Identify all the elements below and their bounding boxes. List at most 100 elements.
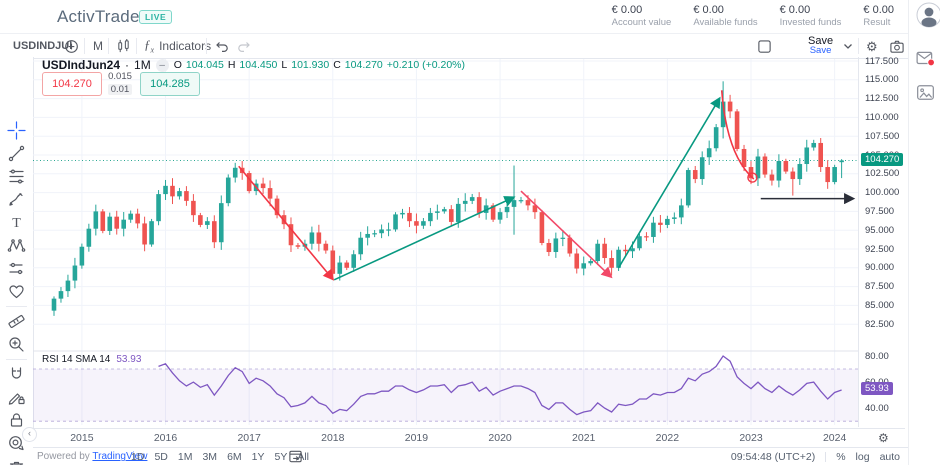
indicators-button[interactable]: ƒx Indicators bbox=[144, 34, 211, 58]
gallery-button[interactable] bbox=[916, 84, 935, 106]
lock-icon bbox=[10, 413, 23, 427]
year-label: 2015 bbox=[70, 432, 94, 444]
lock-all-tool[interactable] bbox=[7, 411, 26, 430]
range-button-1y[interactable]: 1Y bbox=[251, 451, 265, 463]
tradingview-attribution: Powered by TradingView bbox=[37, 451, 147, 462]
candle bbox=[86, 228, 92, 247]
range-button-1d[interactable]: 1D bbox=[131, 451, 145, 463]
candle bbox=[267, 188, 273, 199]
range-button-6m[interactable]: 6M bbox=[227, 451, 242, 463]
lot-size[interactable]: 0.01 bbox=[107, 84, 133, 95]
candle bbox=[692, 170, 698, 180]
candle bbox=[288, 224, 294, 246]
year-label: 2024 bbox=[822, 432, 847, 444]
price-axis-label: 117.500 bbox=[865, 55, 899, 67]
save-menu-button[interactable] bbox=[843, 34, 853, 58]
range-button-1m[interactable]: 1M bbox=[177, 451, 193, 463]
text-tool[interactable]: T bbox=[7, 213, 26, 232]
right-rail bbox=[908, 0, 940, 465]
price-axis[interactable]: 117.500115.000112.500110.000107.500105.0… bbox=[858, 55, 906, 427]
chart-drawings[interactable] bbox=[238, 90, 856, 281]
trend-line-tool[interactable] bbox=[7, 144, 26, 163]
snapshot-button[interactable] bbox=[889, 34, 905, 58]
rsi-label[interactable]: RSI 14 SMA 14 bbox=[42, 354, 111, 365]
brush-tool[interactable] bbox=[7, 190, 26, 209]
candle bbox=[435, 211, 440, 213]
magnet-tool[interactable] bbox=[7, 365, 26, 384]
candle bbox=[595, 243, 600, 262]
buy-button[interactable]: 104.285 bbox=[140, 72, 200, 96]
toolbar-divider bbox=[84, 38, 85, 54]
range-button-all[interactable]: All bbox=[297, 451, 310, 463]
collapse-legend-button[interactable]: – bbox=[155, 58, 169, 72]
fx-icon: ƒx bbox=[144, 37, 155, 55]
time-axis[interactable]: ⚙ 2015 2016 2017 2018 2019 2020 2021 2022 2023 20… bbox=[33, 428, 905, 448]
hide-drawings-tool[interactable] bbox=[7, 434, 26, 453]
rsi-legend: RSI 14 SMA 14 53.93 bbox=[42, 354, 141, 365]
fib-retracement-icon bbox=[9, 169, 24, 184]
axis-settings-button[interactable]: ⚙ bbox=[878, 432, 889, 444]
log-scale-button[interactable]: log bbox=[855, 451, 870, 463]
candle bbox=[128, 213, 133, 220]
favorites-tool[interactable] bbox=[7, 282, 26, 301]
sell-button[interactable]: 104.270 bbox=[42, 72, 102, 96]
candle bbox=[797, 164, 803, 180]
main-chart[interactable] bbox=[33, 57, 858, 427]
layout-button[interactable] bbox=[757, 34, 772, 58]
mail-icon bbox=[916, 51, 935, 67]
scale-controls: 09:54:48 (UTC+2) % log auto bbox=[731, 451, 900, 463]
zoom-tool[interactable] bbox=[7, 335, 26, 354]
symbol-button[interactable]: USDINDJUI bbox=[13, 40, 73, 52]
candle bbox=[114, 216, 120, 229]
chart-legend: USDIndJun24 · 1M – O 104.045 H 104.450 L 10… bbox=[42, 58, 465, 72]
redo-button[interactable] bbox=[236, 34, 252, 58]
hide-drawings-icon bbox=[9, 436, 24, 451]
go-to-date-button[interactable] bbox=[288, 449, 303, 465]
year-label: 2023 bbox=[739, 432, 763, 444]
toolbar-divider bbox=[6, 306, 27, 307]
candle bbox=[205, 221, 210, 225]
avatar-icon bbox=[916, 2, 940, 28]
legend-symbol[interactable]: USDIndJun24 bbox=[42, 58, 121, 72]
crosshair-tool[interactable] bbox=[7, 121, 26, 140]
price-axis-label: 110.000 bbox=[865, 111, 899, 123]
fib-retracement-tool[interactable] bbox=[7, 167, 26, 186]
percent-scale-button[interactable]: % bbox=[836, 451, 846, 463]
redo-icon bbox=[238, 42, 250, 52]
candle bbox=[609, 258, 614, 268]
candle bbox=[776, 161, 782, 181]
live-badge: LIVE bbox=[139, 10, 173, 24]
chart-settings-button[interactable]: ⚙ bbox=[866, 34, 878, 58]
candle bbox=[156, 194, 161, 222]
stat-result: € 0.00 Result bbox=[863, 4, 894, 28]
drawing-lock-tool[interactable] bbox=[7, 388, 26, 407]
rsi-value-badge: 53.93 bbox=[861, 382, 893, 396]
chart-style-button[interactable] bbox=[116, 34, 131, 58]
candle bbox=[177, 191, 182, 197]
measure-tool[interactable] bbox=[7, 312, 26, 331]
collapse-toolbar-button[interactable]: ‹ bbox=[22, 427, 37, 442]
messages-button[interactable] bbox=[916, 50, 935, 72]
candle bbox=[651, 222, 656, 237]
auto-scale-button[interactable]: auto bbox=[879, 451, 900, 463]
undo-button[interactable] bbox=[214, 34, 230, 58]
range-button-3m[interactable]: 3M bbox=[202, 451, 218, 463]
interval-button[interactable]: M bbox=[93, 39, 103, 53]
prediction-tool[interactable] bbox=[7, 259, 26, 278]
range-button-5d[interactable]: 5D bbox=[154, 451, 168, 463]
range-button-5y[interactable]: 5Y bbox=[274, 451, 288, 463]
stat-value: € 0.00 bbox=[779, 4, 811, 16]
remove-drawings-tool[interactable] bbox=[7, 459, 26, 465]
account-menu-button[interactable] bbox=[916, 2, 940, 33]
trend-line-icon bbox=[8, 145, 25, 162]
price-axis-label: 112.500 bbox=[865, 93, 899, 105]
candle bbox=[658, 222, 663, 225]
save-button[interactable]: Save Save bbox=[808, 34, 833, 58]
tradingview-link[interactable]: TradingView bbox=[92, 451, 148, 462]
price-axis-label: 115.000 bbox=[865, 74, 899, 86]
stat-label: Result bbox=[863, 17, 891, 28]
compare-add-button[interactable] bbox=[64, 34, 79, 58]
high-label: H bbox=[227, 59, 236, 71]
xabcd-pattern-tool[interactable] bbox=[7, 236, 26, 255]
toolbar-divider bbox=[6, 359, 27, 360]
